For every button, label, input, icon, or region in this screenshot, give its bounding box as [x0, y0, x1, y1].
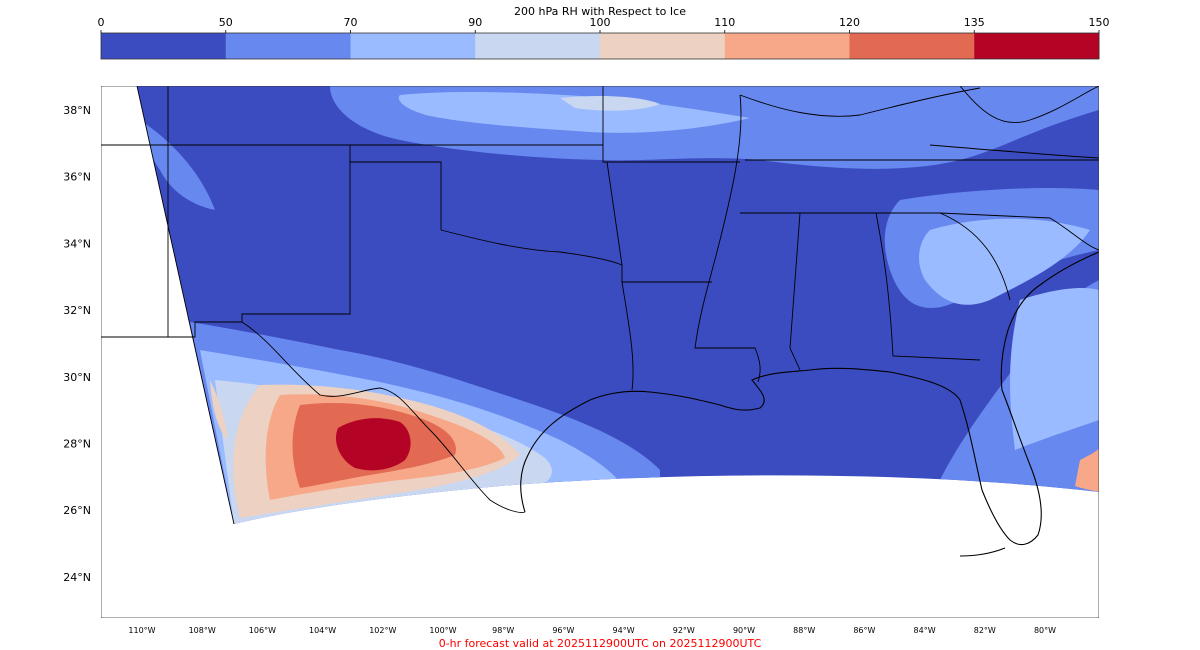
border-rio-grande — [241, 321, 526, 513]
colorbar-title: 200 hPa RH with Respect to Ice — [514, 5, 686, 18]
border-mississippi-river — [694, 94, 761, 383]
latitude-labels: 38°N 36°N 34°N 32°N 30°N 28°N 26°N 24°N — [63, 104, 91, 584]
longitude-label: 88°W — [793, 626, 815, 635]
border-kentucky-north — [739, 87, 981, 117]
border-oklahoma-panhandle — [349, 145, 442, 230]
border-virginia — [929, 144, 1099, 159]
latitude-label: 28°N — [63, 438, 91, 451]
colorbar-tick-label: 100 — [590, 16, 611, 29]
border-ga-sc — [939, 212, 1011, 301]
rh-region-east-70-90 — [1010, 288, 1099, 450]
latitude-label: 34°N — [63, 237, 91, 250]
border-nc-sc — [939, 212, 1099, 251]
longitude-label: 100°W — [429, 626, 456, 635]
longitude-label: 90°W — [733, 626, 755, 635]
colorbar-bin — [849, 33, 975, 59]
colorbar-tick-label: 120 — [839, 16, 860, 29]
colorbar-tick-label: 150 — [1089, 16, 1110, 29]
political-borders — [101, 86, 1099, 525]
border-texas-north — [241, 162, 351, 322]
rh-region-northwest-50-70 — [140, 120, 215, 210]
colorbar-bin — [475, 33, 601, 59]
border-red-river — [440, 229, 623, 266]
latitude-label: 38°N — [63, 104, 91, 117]
rh-region-southwest-west-edge-100-110 — [210, 380, 228, 440]
colorbar-tick-label: 0 — [98, 16, 105, 29]
rh-field — [137, 86, 1099, 524]
latitude-label: 32°N — [63, 304, 91, 317]
rh-region-east-edge-110-120 — [1075, 448, 1099, 492]
border-texas-louisiana — [621, 281, 634, 391]
border-west-virginia — [959, 86, 1099, 124]
colorbar-tick-label: 90 — [468, 16, 482, 29]
coastline — [520, 251, 1099, 557]
colorbar-tick-label: 110 — [714, 16, 735, 29]
longitude-label: 92°W — [673, 626, 695, 635]
longitude-label: 86°W — [853, 626, 875, 635]
colorbar-bin — [600, 33, 726, 59]
colorbar-tick-label: 135 — [964, 16, 985, 29]
colorbar-bin — [101, 33, 227, 59]
longitude-label: 98°W — [492, 626, 514, 635]
longitude-label: 102°W — [369, 626, 396, 635]
latitude-label: 36°N — [63, 171, 91, 184]
longitude-label: 110°W — [128, 626, 155, 635]
latitude-label: 26°N — [63, 504, 91, 517]
colorbar-ticks: 0 50 70 90 100 110 120 135 150 — [98, 16, 1110, 33]
colorbar-bin — [974, 33, 1100, 59]
border-oklahoma-arkansas — [602, 145, 712, 283]
colorbar-bins — [101, 33, 1100, 59]
colorbar-bin — [350, 33, 476, 59]
domain-edge — [136, 86, 235, 525]
longitude-label: 108°W — [189, 626, 216, 635]
border-al-ga — [875, 212, 981, 361]
latitude-label: 24°N — [63, 571, 91, 584]
colorbar: 200 hPa RH with Respect to Ice 0 50 70 90 10… — [98, 5, 1110, 60]
longitude-label: 80°W — [1034, 626, 1056, 635]
rh-region-southwest-135-150 — [335, 418, 411, 471]
forecast-valid-caption: 0-hr forecast valid at 2025112900UTC on … — [439, 637, 762, 650]
longitude-label: 104°W — [309, 626, 336, 635]
longitude-label: 82°W — [974, 626, 996, 635]
coastline-louisiana — [649, 367, 891, 411]
coastline-texas — [520, 390, 651, 513]
rh-region-southeast-70-90 — [918, 218, 1090, 305]
longitude-label: 96°W — [552, 626, 574, 635]
longitude-labels: 110°W 108°W 106°W 104°W 102°W 100°W 98°W 96°W 94… — [128, 626, 1056, 635]
map-panel — [101, 86, 1099, 618]
longitude-label: 84°W — [914, 626, 936, 635]
rh-region-north-70-90 — [398, 92, 750, 133]
colorbar-tick-label: 70 — [344, 16, 358, 29]
coastline-keys — [959, 547, 1006, 557]
border-ms-al — [789, 212, 801, 371]
latitude-label: 30°N — [63, 371, 91, 384]
colorbar-bin — [225, 33, 351, 59]
rh-region-north-90-100 — [560, 96, 660, 111]
border-nm-mexico — [101, 321, 242, 338]
colorbar-bin — [724, 33, 850, 59]
colorbar-tick-label: 50 — [219, 16, 233, 29]
longitude-label: 106°W — [249, 626, 276, 635]
coastline-florida — [889, 251, 1099, 546]
longitude-label: 94°W — [613, 626, 635, 635]
